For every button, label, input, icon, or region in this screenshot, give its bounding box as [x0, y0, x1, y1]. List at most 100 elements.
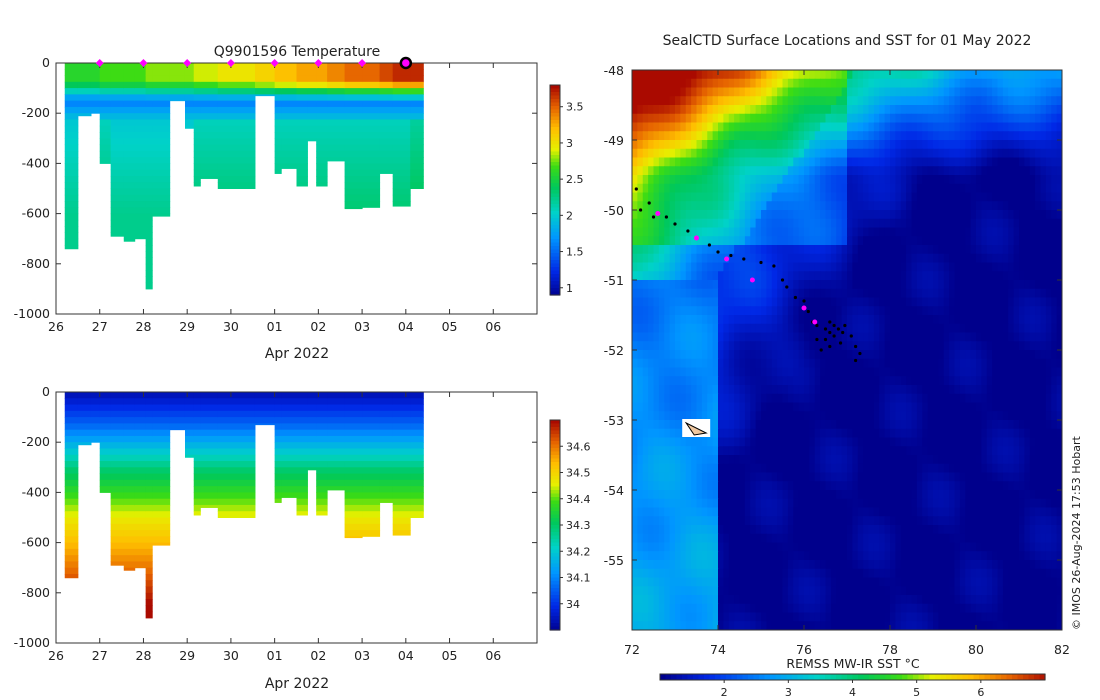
sst-cell: [916, 428, 923, 439]
temperature-cell: [362, 138, 381, 146]
temperature-cell: [410, 106, 424, 114]
colorbar-segment: [550, 616, 560, 621]
sst-cell: [1029, 332, 1036, 342]
sst-cell: [1051, 166, 1058, 176]
sst-cell: [1040, 96, 1047, 106]
sst-cell: [992, 411, 999, 421]
sst-cell: [787, 393, 794, 404]
sst-cell: [793, 271, 800, 281]
sst-cell: [992, 245, 999, 255]
sst-cell: [836, 411, 843, 421]
sst-cell: [739, 446, 746, 456]
sst-cell: [890, 358, 896, 369]
sst-cell: [1029, 183, 1036, 194]
sst-cell: [1040, 350, 1047, 360]
sst-cell: [943, 437, 950, 447]
salinity-cell: [64, 504, 79, 512]
sst-cell: [933, 236, 939, 246]
sst-cell: [718, 201, 724, 211]
sst-cell: [632, 253, 638, 264]
sst-cell: [798, 315, 805, 325]
sst-cell: [755, 428, 762, 439]
sst-cell: [841, 428, 848, 439]
sst-cell: [1051, 175, 1058, 185]
sst-cell: [766, 332, 773, 342]
sst-cell: [1040, 332, 1047, 342]
temperature-cell: [362, 144, 381, 152]
sst-cell: [642, 367, 649, 377]
sst-cell: [820, 315, 827, 325]
sst-cell: [1040, 253, 1047, 264]
sst-cell: [976, 280, 982, 290]
salinity-cell: [145, 429, 153, 437]
temperature-cell: [99, 100, 112, 108]
sst-cell: [863, 402, 870, 412]
temperature-cell: [307, 75, 317, 83]
sst-cell: [728, 122, 735, 132]
temperature-cell: [77, 88, 92, 95]
sst-cell: [782, 70, 789, 80]
sst-cell: [653, 323, 660, 334]
sst-cell: [787, 157, 794, 167]
sst-cell: [814, 87, 821, 97]
sst-cell: [1051, 350, 1058, 360]
sst-cell: [949, 323, 956, 334]
salinity-cell: [217, 448, 256, 456]
sst-cell: [814, 332, 821, 342]
colorbar-segment: [550, 500, 560, 505]
sst-cell: [900, 463, 907, 474]
temperature-cell: [110, 219, 125, 227]
sst-cell: [723, 113, 730, 124]
sst-cell: [911, 218, 918, 229]
temperature-cell: [64, 219, 79, 227]
sst-cell: [669, 183, 676, 194]
sst-cell: [954, 210, 961, 220]
sst-cell: [1056, 271, 1062, 281]
sst-cell: [707, 288, 714, 299]
sst-cell: [1008, 446, 1015, 456]
sst-cell: [900, 157, 907, 167]
salinity-cell: [281, 454, 297, 462]
sst-cell: [927, 140, 934, 150]
sst-cell: [734, 201, 741, 211]
salinity-cell: [110, 404, 125, 412]
sst-cell: [873, 402, 880, 412]
sst-cell: [868, 96, 875, 106]
temperature-cell: [110, 163, 125, 171]
sst-cell: [911, 148, 918, 159]
sst-cell: [814, 323, 821, 334]
temperature-cell: [99, 157, 112, 164]
sst-cell: [701, 262, 708, 272]
sst-cell: [820, 87, 827, 97]
salinity-cell: [379, 429, 394, 437]
temperature-cell: [200, 113, 219, 120]
sst-cell: [976, 446, 982, 456]
sst-cell: [986, 463, 993, 474]
sst-cell: [642, 157, 649, 167]
sst-cell: [696, 201, 703, 211]
sst-cell: [787, 227, 794, 237]
sst-cell: [669, 332, 676, 342]
sst-cell: [669, 350, 676, 360]
sst-cell: [701, 341, 708, 351]
sst-cell: [922, 280, 929, 290]
temperature-cell: [296, 100, 308, 108]
temperature-cell: [344, 157, 363, 164]
y-tick-label: -400: [22, 155, 50, 170]
salinity-cell: [99, 486, 112, 493]
sst-cell: [658, 131, 665, 141]
temperature-cell: [327, 100, 346, 108]
sst-cell: [900, 350, 907, 360]
sst-cell: [771, 306, 778, 316]
sst-cell: [949, 192, 956, 202]
salinity-cell: [145, 599, 153, 606]
sst-cell: [642, 463, 649, 474]
salinity-cell: [184, 435, 195, 443]
salinity-cell: [134, 392, 147, 399]
temperature-cell: [123, 207, 136, 215]
temperature-cell: [110, 207, 125, 215]
sst-cell: [873, 105, 880, 115]
sst-cell: [1008, 148, 1015, 159]
sst-cell: [739, 306, 746, 316]
sst-cell: [852, 402, 859, 412]
